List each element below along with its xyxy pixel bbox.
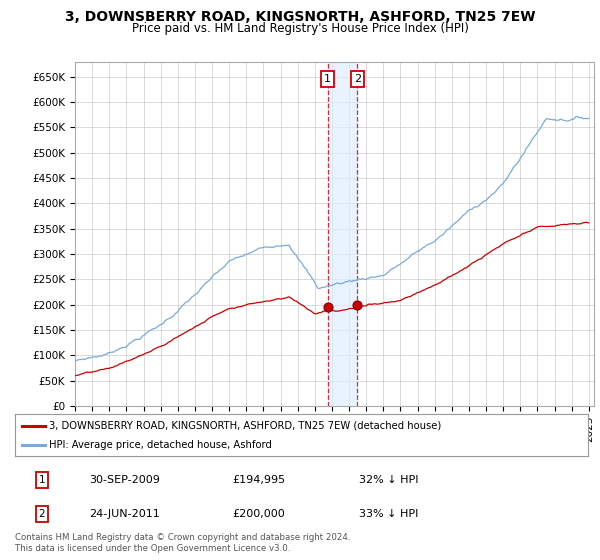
Text: 24-JUN-2011: 24-JUN-2011: [89, 509, 160, 519]
Text: 33% ↓ HPI: 33% ↓ HPI: [359, 509, 418, 519]
Text: 32% ↓ HPI: 32% ↓ HPI: [359, 475, 418, 485]
Text: 30-SEP-2009: 30-SEP-2009: [89, 475, 160, 485]
Text: £194,995: £194,995: [233, 475, 286, 485]
Text: Contains HM Land Registry data © Crown copyright and database right 2024.
This d: Contains HM Land Registry data © Crown c…: [15, 533, 350, 553]
Text: 3, DOWNSBERRY ROAD, KINGSNORTH, ASHFORD, TN25 7EW: 3, DOWNSBERRY ROAD, KINGSNORTH, ASHFORD,…: [65, 10, 535, 24]
Text: £200,000: £200,000: [233, 509, 286, 519]
Text: 2: 2: [354, 74, 361, 85]
Text: 1: 1: [38, 475, 45, 485]
Text: 3, DOWNSBERRY ROAD, KINGSNORTH, ASHFORD, TN25 7EW (detached house): 3, DOWNSBERRY ROAD, KINGSNORTH, ASHFORD,…: [49, 421, 442, 431]
Bar: [328, 62, 357, 406]
Text: HPI: Average price, detached house, Ashford: HPI: Average price, detached house, Ashf…: [49, 440, 272, 450]
Text: 1: 1: [324, 74, 331, 85]
Text: Price paid vs. HM Land Registry's House Price Index (HPI): Price paid vs. HM Land Registry's House …: [131, 22, 469, 35]
Text: 2: 2: [38, 509, 45, 519]
